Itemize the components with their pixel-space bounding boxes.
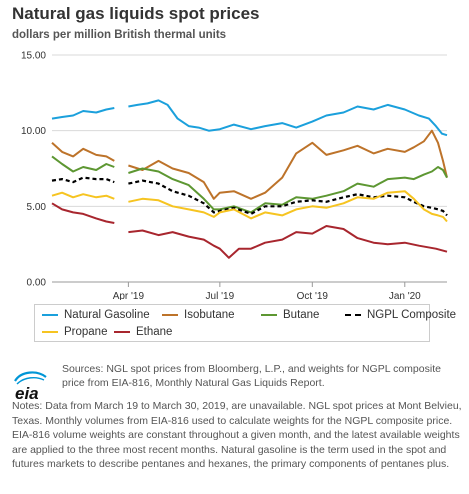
chart-subtitle: dollars per million British thermal unit… (12, 29, 227, 41)
legend-label: Butane (283, 309, 320, 321)
series-line (128, 225, 448, 259)
series-line (128, 166, 448, 214)
y-tick-label: 0.00 (27, 278, 47, 289)
eia-logo: eia (12, 368, 48, 403)
gridlines (52, 54, 447, 283)
x-tick-label: Jul '19 (206, 291, 235, 300)
series-line (51, 107, 115, 120)
series-line (128, 190, 448, 223)
series-isobutane (51, 129, 448, 200)
series-line (51, 191, 115, 200)
series-lines (51, 99, 448, 259)
series-ethane (51, 202, 448, 259)
x-tick-label: Apr '19 (113, 291, 145, 300)
legend-item: Natural Gasoline (42, 309, 150, 321)
chart-title: Natural gas liquids spot prices (12, 4, 260, 23)
legend-swatch (42, 331, 58, 333)
legend-label: Propane (64, 326, 108, 338)
legend-item: Propane (42, 326, 107, 338)
series-natural-gasoline (51, 99, 448, 137)
series-propane (51, 190, 448, 223)
series-line (128, 179, 448, 217)
series-ngpl-composite (51, 176, 448, 217)
series-line (51, 155, 115, 173)
y-axis-tick-labels: 0.00 5.00 10.00 15.00 (21, 51, 46, 289)
legend-swatch (42, 314, 58, 316)
x-axis-ticks: Apr '19 Jul '19 Oct '19 Jan '20 (113, 282, 421, 300)
legend-swatch (345, 314, 361, 316)
legend-swatch (162, 314, 178, 316)
sources-note: Sources: NGL spot prices from Bloomberg,… (62, 363, 441, 389)
series-line (51, 176, 115, 184)
legend-item: Isobutane (162, 309, 235, 321)
legend-item: Butane (261, 309, 319, 321)
line-chart: 0.00 5.00 10.00 15.00 Apr '19 Jul '19 Oct '19… (21, 51, 448, 300)
notes-text: Notes: Data from March 19 to March 30, 2… (12, 400, 462, 471)
legend-label: NGPL Composite (367, 309, 457, 321)
eia-logo-text: eia (15, 384, 39, 402)
series-line (51, 202, 115, 224)
series-butane (51, 155, 448, 214)
legend-label: Isobutane (184, 309, 235, 321)
legend-label: Natural Gasoline (64, 309, 150, 321)
series-line (128, 99, 448, 137)
legend-swatch (114, 331, 130, 333)
y-tick-label: 10.00 (21, 126, 46, 137)
y-tick-label: 5.00 (27, 202, 47, 213)
x-tick-label: Jan '20 (389, 291, 421, 300)
x-tick-label: Oct '19 (297, 291, 329, 300)
legend-label: Ethane (136, 326, 173, 338)
legend-item: Ethane (114, 326, 172, 338)
series-line (51, 142, 115, 162)
y-tick-label: 15.00 (21, 51, 46, 62)
legend-item: NGPL Composite (345, 309, 456, 321)
series-line (128, 129, 448, 200)
chart-legend: Natural Gasoline Isobutane Butane NGPL Comp… (34, 304, 456, 342)
legend-swatch (261, 314, 277, 316)
